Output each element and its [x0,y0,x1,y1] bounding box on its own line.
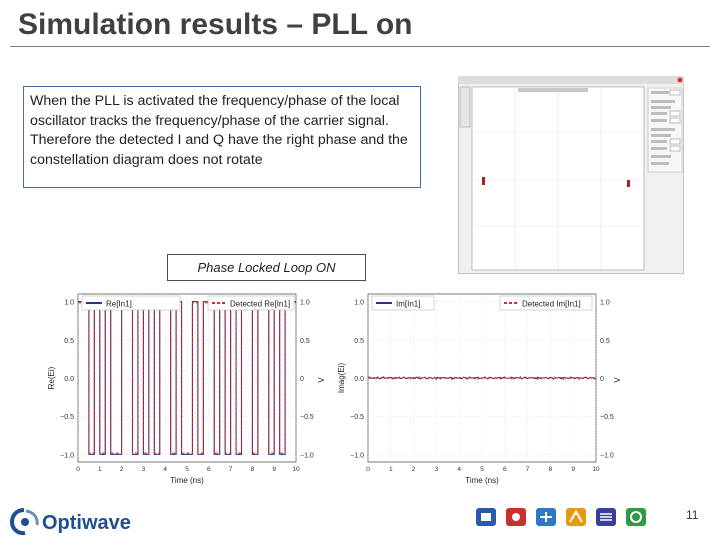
y-tick-label: −1.0 [350,452,364,459]
constellation-point [482,177,485,185]
x-tick-label: 0 [366,466,370,473]
page-number: 11 [686,508,699,522]
right-axis-label: V [317,377,326,383]
y-tick-label-right: −0.5 [600,414,614,421]
product-icons-bar [476,508,646,526]
legend-label-solid: Re[In1] [106,300,132,309]
side-tab-strip [459,86,471,128]
x-tick-label: 10 [592,466,600,473]
y-tick-label-right: −1.0 [300,452,314,459]
optifdtd-icon [566,508,586,526]
x-tick-label: 7 [526,466,530,473]
y-tick-label: 0.5 [64,338,74,345]
y-tick-label: 1.0 [64,300,74,307]
legend-box-left [371,295,435,311]
right-axis-label: V [613,377,622,383]
x-tick-label: 5 [185,466,189,473]
y-tick-label-right: 1.0 [300,300,310,307]
caption-box: Phase Locked Loop ON [167,254,366,281]
optibpm-icon [536,508,556,526]
x-tick-label: 9 [272,466,276,473]
legend-label-dashed: Detected Im[In1] [522,300,581,309]
legend-label-solid: Im[In1] [396,300,420,309]
axis-ticks: −1.0 −1.0 −0.5 −0.5 0.0 0 0.5 0.5 1.0 1.0 0 1 2 3 4 5 6 7… [350,300,614,473]
x-tick-label: 7 [229,466,233,473]
y-tick-label: −1.0 [60,452,74,459]
x-tick-label: 6 [207,466,211,473]
optisystem-icon [476,508,496,526]
x-tick-label: 9 [571,466,575,473]
y-tick-label: 0.5 [354,338,364,345]
x-tick-label: 0 [76,466,80,473]
x-axis-label: Time (ns) [465,476,499,485]
y-tick-label-right: 0 [300,376,304,383]
constellation-grid [472,87,644,270]
x-tick-label: 1 [98,466,102,473]
x-tick-label: 2 [120,466,124,473]
legend-box-left [81,295,181,311]
x-tick-label: 10 [292,466,300,473]
series-line-dashed [78,302,296,454]
y-tick-label-right: −1.0 [600,452,614,459]
x-tick-label: 4 [457,466,461,473]
axis-ticks: −1.0 −1.0 −0.5 −0.5 0.0 0 0.5 0.5 1.0 1.0 0 1 2 3 4 5 6 7… [60,300,314,473]
legend-box-right [207,295,295,311]
y-tick-label-right: 0.5 [600,338,610,345]
window-titlebar [458,76,684,84]
optispice-icon [596,508,616,526]
constellation-visualizer-screenshot [458,76,684,274]
x-tick-label: 3 [142,466,146,473]
caption-text: Phase Locked Loop ON [197,260,336,275]
y-axis-label: Imag(Ei) [337,363,346,394]
y-tick-label: 0.0 [354,376,364,383]
legend-box-right [499,295,593,311]
y-tick-label-right: −0.5 [300,414,314,421]
description-box: When the PLL is activated the frequency/… [23,86,421,188]
plot-header-text [518,88,588,92]
y-tick-label-right: 1.0 [600,300,610,307]
legend: Re[In1] Detected Re[In1] [81,295,295,311]
brand-name: Optiwave [42,512,131,534]
y-tick-label-right: 0.5 [300,338,310,345]
slide-title: Simulation results – PLL on [18,8,413,41]
x-tick-label: 8 [251,466,255,473]
quadrature-chart: −1.0 −1.0 −0.5 −0.5 0.0 0 0.5 0.5 1.0 1.0 0 1 2 3 4 5 6 7… [337,293,622,485]
optiwave-logo-icon [10,508,39,536]
optigrating-icon [506,508,526,526]
x-tick-label: 6 [503,466,507,473]
series-group [367,375,597,381]
optiwave-logo: Optiwave [10,508,131,536]
constellation-point [627,180,630,187]
x-axis-label: Time (ns) [170,476,204,485]
series-line-dashed [367,375,597,381]
y-tick-label: 1.0 [354,300,364,307]
window-close-icon [677,77,683,83]
series-group [78,301,296,455]
x-tick-label: 5 [480,466,484,473]
y-tick-label-right: 0 [600,376,604,383]
x-tick-label: 8 [549,466,553,473]
legend: Im[In1] Detected Im[In1] [371,295,593,311]
x-tick-label: 2 [412,466,416,473]
in-phase-chart: −1.0 −1.0 −0.5 −0.5 0.0 0 0.5 0.5 1.0 1.0 0 1 2 3 4 5 6 7… [47,293,326,485]
y-axis-label: Re(Ei) [47,366,56,389]
title-divider [10,46,710,47]
description-text: When the PLL is activated the frequency/… [30,93,408,168]
settings-panel-rows [651,89,681,165]
x-tick-label: 4 [163,466,167,473]
y-tick-label: 0.0 [64,376,74,383]
optifiber-icon [626,508,646,526]
x-tick-label: 3 [435,466,439,473]
y-tick-label: −0.5 [60,414,74,421]
legend-label-dashed: Detected Re[In1] [230,300,290,309]
x-tick-label: 1 [389,466,393,473]
y-tick-label: −0.5 [350,414,364,421]
